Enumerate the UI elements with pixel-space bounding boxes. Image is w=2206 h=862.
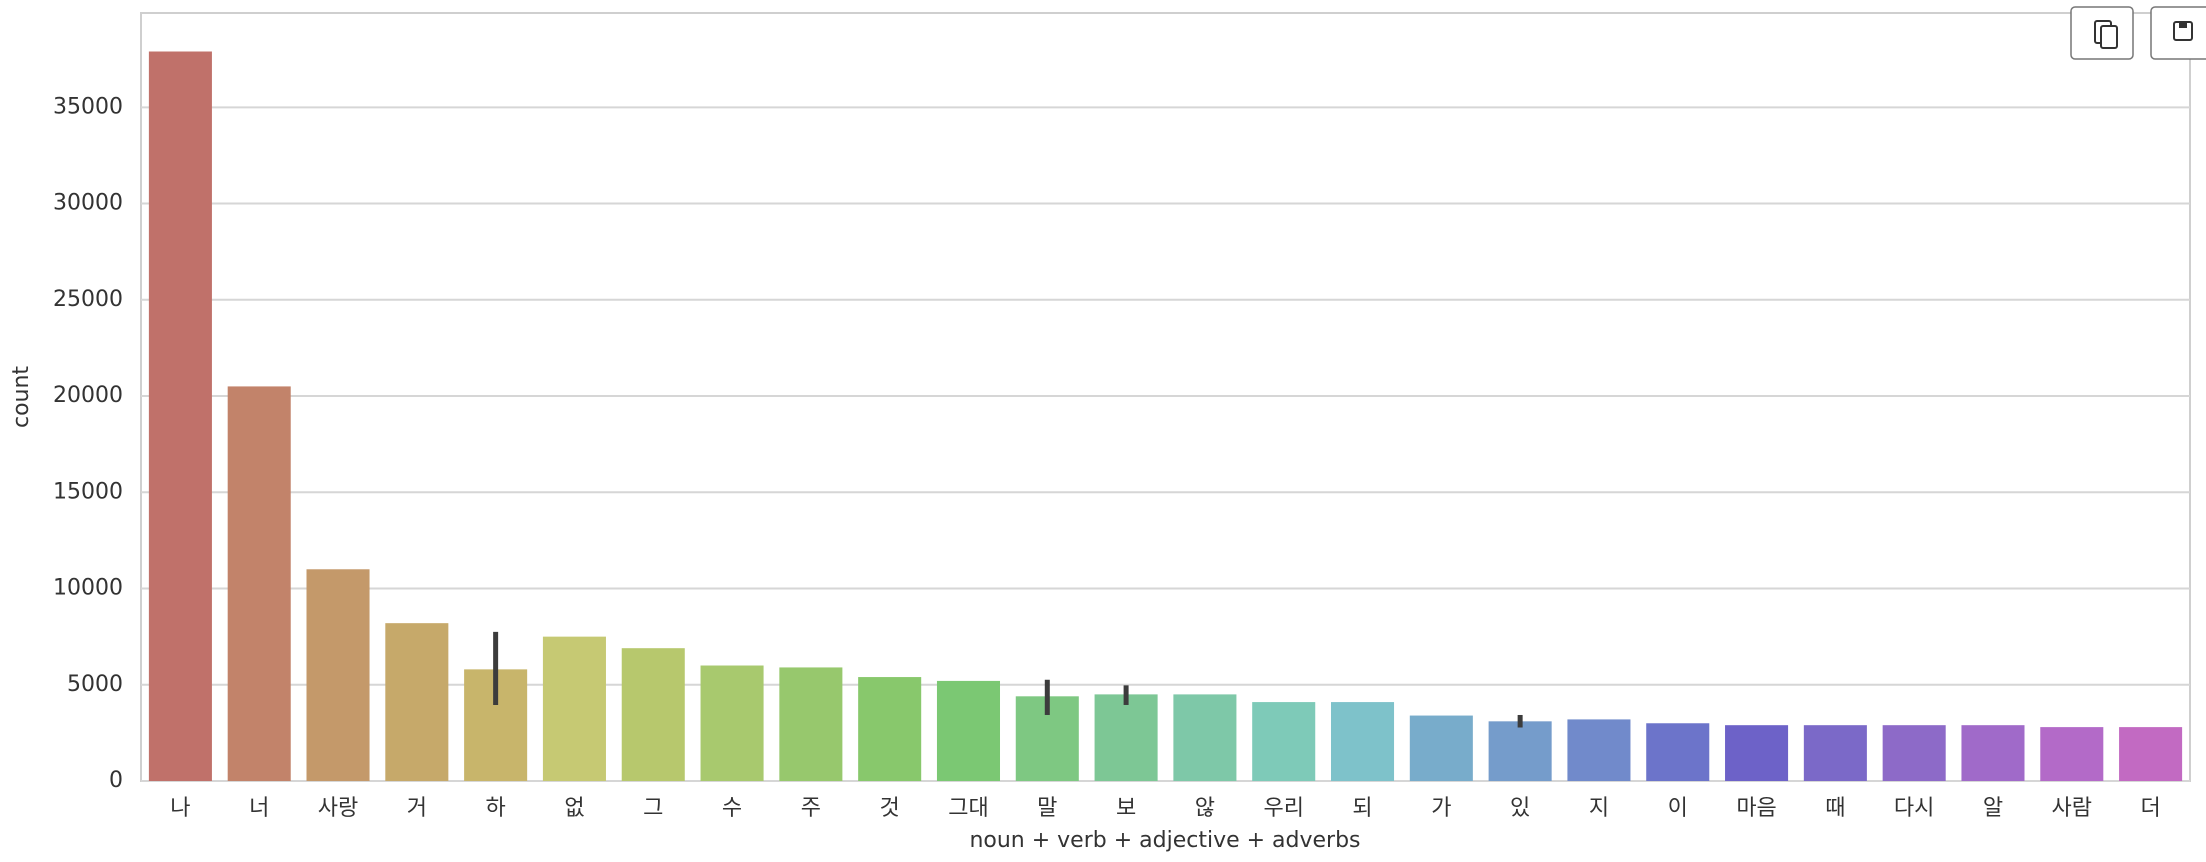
copy-button[interactable] bbox=[2070, 6, 2134, 60]
bar bbox=[1173, 694, 1237, 781]
x-tick-label: 알 bbox=[1983, 796, 2003, 821]
y-tick-label: 0 bbox=[109, 768, 123, 793]
save-button[interactable] bbox=[2150, 6, 2206, 60]
copy-icon bbox=[2100, 25, 2118, 49]
x-tick-label: 되 bbox=[1352, 796, 1372, 821]
bar bbox=[2119, 727, 2183, 781]
bar bbox=[936, 680, 1001, 781]
y-tick-label: 25000 bbox=[53, 287, 123, 312]
x-tick-label: 사랑 bbox=[318, 796, 358, 821]
bar bbox=[542, 636, 606, 781]
bar bbox=[1094, 694, 1158, 781]
x-tick-label: 나 bbox=[170, 796, 190, 821]
x-tick-label: 더 bbox=[2140, 796, 2160, 821]
x-tick-label: 보 bbox=[1116, 796, 1136, 821]
x-tick-label: 사람 bbox=[2052, 796, 2092, 821]
x-tick-label: 말 bbox=[1037, 796, 1057, 821]
bar bbox=[1567, 719, 1631, 781]
y-axis-label: count bbox=[9, 366, 34, 428]
bar bbox=[306, 569, 370, 781]
x-tick-label: 거 bbox=[407, 796, 427, 821]
x-tick-label: 않 bbox=[1195, 796, 1215, 821]
bar bbox=[1882, 725, 1946, 781]
x-tick-label: 가 bbox=[1431, 796, 1451, 821]
y-tick-label: 15000 bbox=[53, 479, 123, 504]
x-tick-label: 너 bbox=[249, 796, 269, 821]
x-tick-label: 하 bbox=[486, 796, 506, 821]
y-tick-label: 5000 bbox=[67, 672, 123, 697]
y-tick-label: 30000 bbox=[53, 191, 123, 216]
x-tick-label: 우리 bbox=[1263, 796, 1303, 821]
x-tick-label: 그대 bbox=[948, 796, 988, 821]
x-tick-label: 있 bbox=[1510, 796, 1530, 821]
x-tick-label: 지 bbox=[1589, 796, 1609, 821]
bar bbox=[227, 386, 291, 781]
bar bbox=[700, 665, 764, 781]
x-tick-label: 주 bbox=[801, 796, 821, 821]
bar bbox=[1961, 725, 2025, 781]
x-tick-label: 그 bbox=[643, 796, 663, 821]
x-tick-label: 없 bbox=[564, 796, 584, 821]
bar bbox=[1725, 725, 1789, 781]
y-tick-label: 20000 bbox=[53, 383, 123, 408]
x-tick-label: 것 bbox=[880, 796, 900, 821]
x-axis-label: noun + verb + adjective + adverbs bbox=[969, 828, 1360, 853]
x-tick-label: 이 bbox=[1668, 796, 1688, 821]
x-tick-label: 마음 bbox=[1736, 796, 1776, 821]
bar bbox=[858, 677, 922, 781]
bar bbox=[1646, 723, 1710, 781]
bar bbox=[1252, 702, 1316, 781]
y-tick-label: 35000 bbox=[53, 94, 123, 119]
save-button-box[interactable] bbox=[2150, 6, 2206, 60]
save-icon bbox=[2179, 22, 2187, 28]
x-tick-label: 수 bbox=[722, 796, 742, 821]
bar bbox=[148, 51, 212, 782]
bar bbox=[779, 667, 843, 781]
bar bbox=[1488, 721, 1552, 781]
bar bbox=[385, 623, 449, 781]
bar bbox=[621, 648, 685, 781]
x-tick-label: 다시 bbox=[1894, 796, 1934, 821]
bar bbox=[2040, 727, 2104, 781]
x-tick-label: 때 bbox=[1825, 796, 1845, 821]
bar bbox=[1803, 725, 1867, 781]
bar bbox=[1330, 702, 1395, 781]
bar bbox=[1409, 715, 1473, 781]
y-tick-label: 10000 bbox=[53, 576, 123, 601]
